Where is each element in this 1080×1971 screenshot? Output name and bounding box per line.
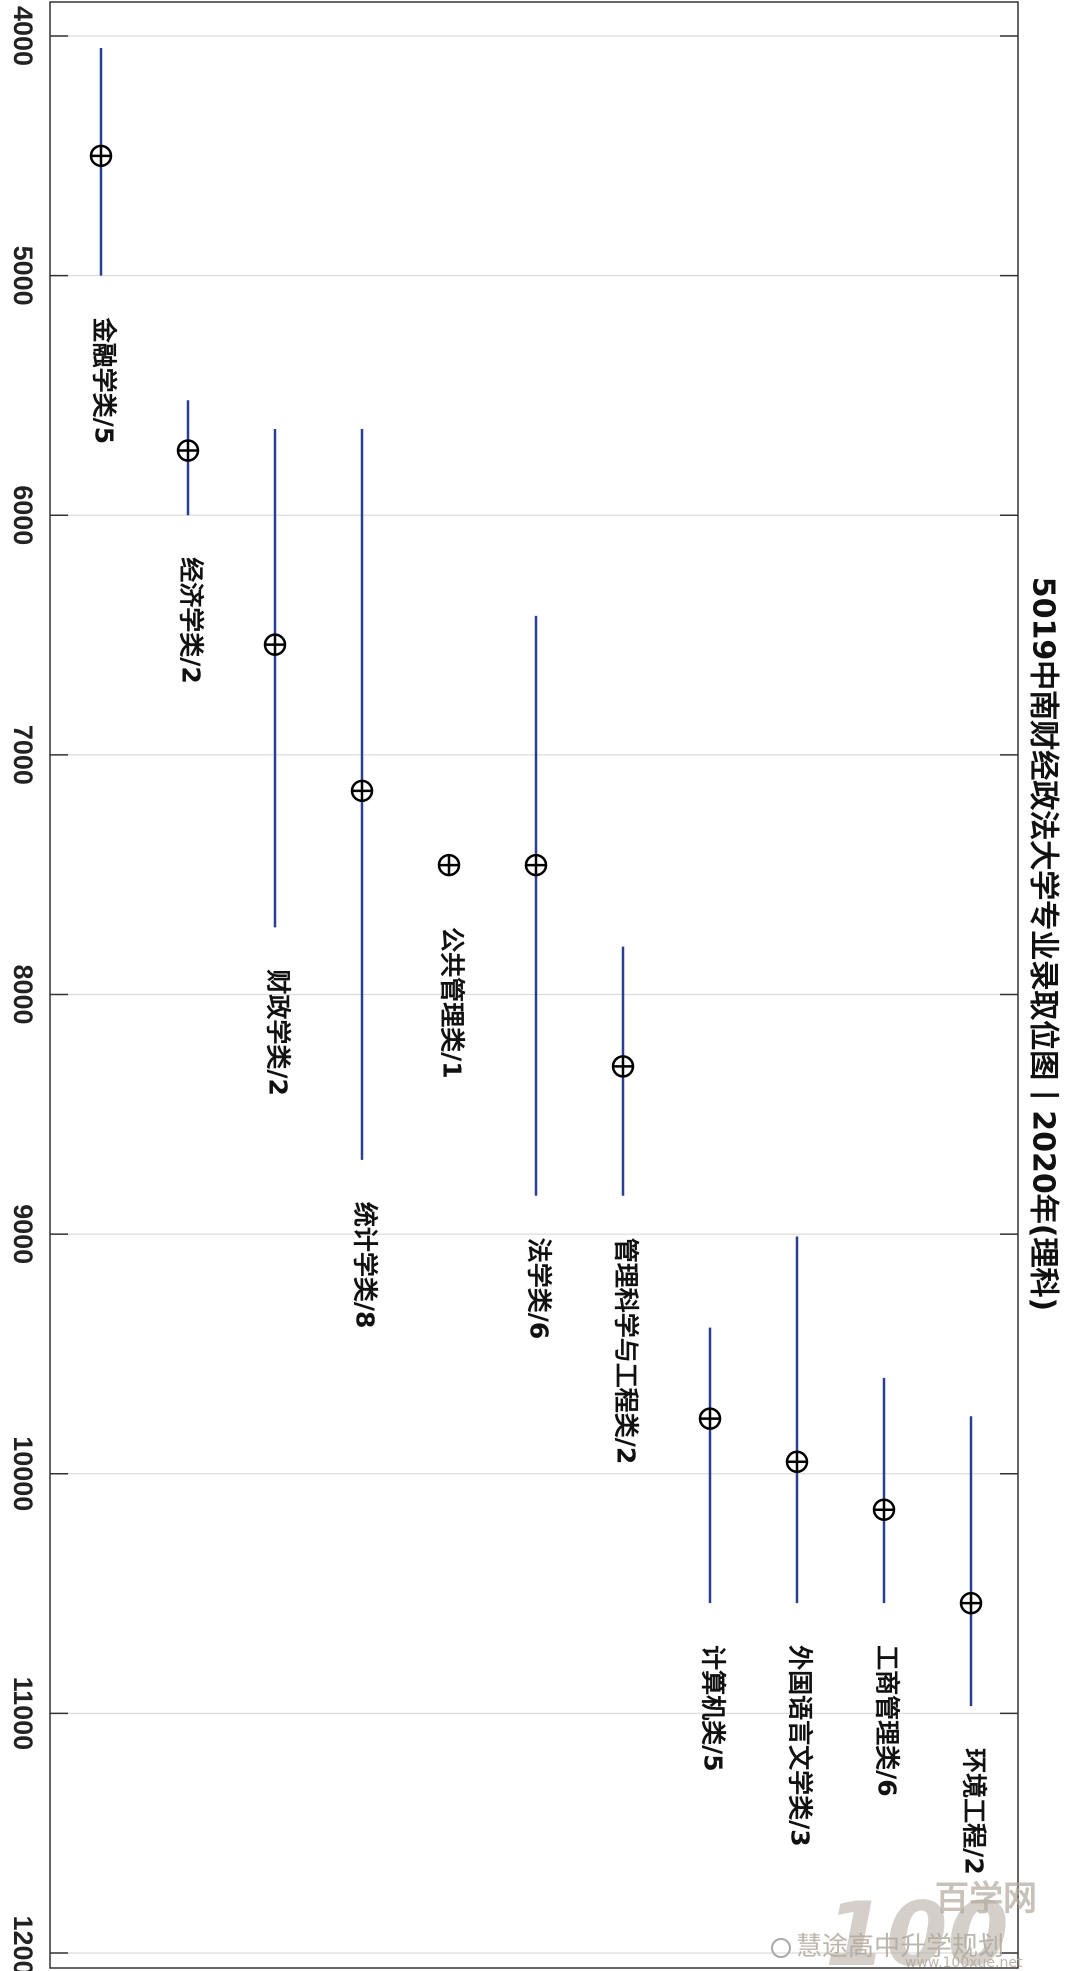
category-label: 外国语言文学类/3 [786, 1645, 815, 1847]
category-label: 计算机类/5 [699, 1645, 728, 1772]
data-point [698, 1407, 722, 1430]
data-point [89, 144, 113, 168]
tick-label: 10000 [8, 1436, 38, 1511]
data-point [263, 633, 287, 656]
data-point [350, 779, 374, 803]
plot-frame [49, 1, 1019, 1969]
data-point [524, 853, 548, 877]
tick-label: 4000 [8, 6, 38, 66]
chart-title: 5019中南财经政法大学专业录取位图丨2020年(理科) [1026, 577, 1061, 1311]
axis-ticks [50, 35, 1018, 1954]
watermark-brand: 百学网 [935, 1879, 1037, 1919]
data-point [611, 1055, 635, 1078]
tick-label: 9000 [8, 1204, 38, 1264]
tick-label: 7000 [8, 725, 38, 785]
category-label: 统计学类/8 [351, 1202, 380, 1329]
category-label: 工商管理类/6 [873, 1645, 902, 1797]
category-label: 公共管理类/1 [438, 927, 467, 1079]
series [89, 47, 983, 1707]
tick-label: 8000 [8, 964, 38, 1024]
tick-label: 6000 [8, 485, 38, 545]
tick-label: 11000 [8, 1677, 38, 1751]
wechat-icon [771, 1938, 791, 1958]
category-label: 法学类/6 [525, 1238, 554, 1340]
category-label: 经济学类/2 [177, 557, 206, 684]
watermark-logo: 100 [825, 1883, 1009, 1971]
data-point [785, 1450, 809, 1474]
watermark-url: www.100xue.net [905, 1955, 1023, 1971]
tick-label: 5000 [8, 246, 38, 306]
watermark-handle: 慧途高中升学规划 [796, 1932, 1004, 1962]
tick-labels: 4000 5000 6000 7000 8000 9000 10000 11000 12000 [8, 6, 38, 1971]
data-point [176, 439, 200, 462]
watermark: 100 百学网 慧途高中升学规划 www.100xue.net [771, 1879, 1037, 1971]
data-point [959, 1591, 983, 1615]
category-label: 金融学类/5 [90, 317, 119, 445]
data-point [872, 1498, 896, 1521]
category-label: 管理科学与工程类/2 [612, 1238, 641, 1465]
category-label: 财政学类/2 [264, 969, 293, 1096]
category-labels: 金融学类/5 经济学类/2 财政学类/2 统计学类/8 公共管理类/1 法学类/6 管理科学… [90, 317, 989, 1875]
data-point [437, 853, 461, 877]
category-label: 环境工程/2 [960, 1748, 989, 1875]
tick-label: 12000 [8, 1915, 38, 1971]
grid [50, 35, 1018, 1954]
